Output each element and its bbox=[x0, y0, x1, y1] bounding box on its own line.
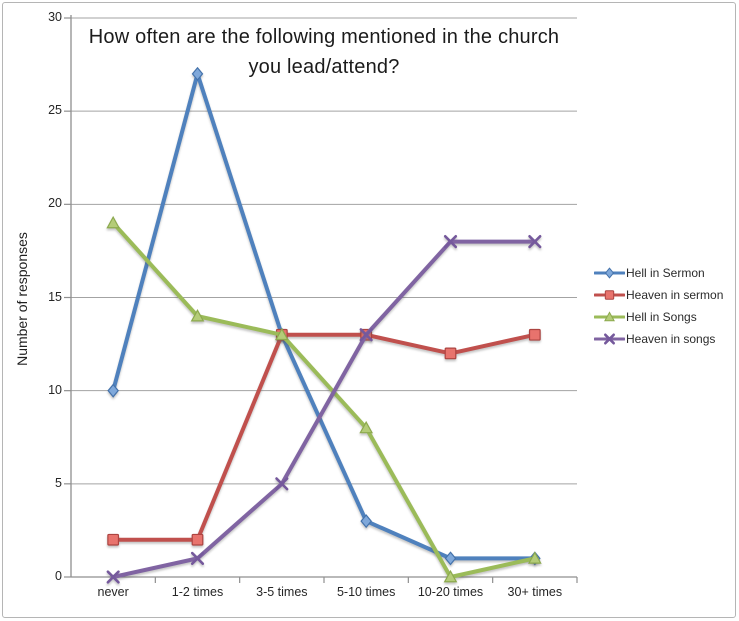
data-point-marker bbox=[443, 569, 458, 583]
chart-title-line1: How often are the following mentioned in… bbox=[88, 26, 560, 48]
series-heaven-in-sermon bbox=[107, 328, 541, 546]
legend-label: Heaven in songs bbox=[626, 332, 716, 346]
x-tick-label: 5-10 times bbox=[336, 585, 396, 599]
y-tick-label: 5 bbox=[55, 475, 62, 490]
data-point-marker bbox=[527, 551, 542, 564]
data-point-marker bbox=[107, 533, 120, 546]
data-point-marker bbox=[444, 551, 457, 566]
data-point-marker bbox=[274, 327, 289, 341]
series-line-heaven-in-sermon bbox=[111, 332, 537, 542]
y-tick-label: 15 bbox=[48, 289, 62, 304]
y-tick-label: 25 bbox=[48, 103, 62, 118]
data-point-marker bbox=[275, 477, 289, 491]
data-point-marker bbox=[604, 290, 615, 300]
chart-title-line2: you lead/attend? bbox=[248, 56, 400, 78]
legend-swatch-triangle-icon bbox=[594, 311, 625, 322]
data-point-marker bbox=[604, 333, 615, 345]
legend-item: Hell in Songs bbox=[594, 307, 697, 327]
x-tick-label: 30+ times bbox=[507, 585, 563, 599]
data-point-marker bbox=[604, 267, 615, 279]
legend-label: Heaven in sermon bbox=[626, 288, 724, 302]
data-point-marker bbox=[604, 311, 615, 322]
x-tick-label: 1-2 times bbox=[171, 585, 224, 599]
x-tick-label: never bbox=[97, 585, 129, 599]
data-point-marker bbox=[106, 570, 120, 584]
y-tick-label: 30 bbox=[48, 10, 62, 24]
data-point-marker bbox=[528, 235, 542, 249]
series-hell-in-sermon bbox=[107, 66, 541, 566]
legend-item: Hell in Sermon bbox=[594, 263, 705, 283]
legend-swatch-square-icon bbox=[594, 290, 625, 300]
data-point-marker bbox=[190, 551, 205, 565]
x-tick-label: 3-5 times bbox=[256, 585, 308, 599]
data-point-marker bbox=[190, 309, 205, 322]
data-point-marker bbox=[191, 66, 204, 81]
series-line-hell-in-sermon bbox=[111, 71, 537, 561]
y-tick-label: 20 bbox=[48, 196, 62, 211]
legend-label: Hell in Sermon bbox=[626, 266, 705, 280]
legend-item: Heaven in sermon bbox=[594, 285, 723, 305]
data-point-marker bbox=[359, 420, 374, 434]
legend-swatch-diamond-icon bbox=[594, 267, 625, 279]
data-point-marker bbox=[107, 383, 119, 398]
data-point-marker bbox=[528, 328, 541, 341]
series-line-heaven-in-songs bbox=[111, 239, 537, 579]
series-heaven-in-songs bbox=[106, 235, 542, 584]
data-point-marker bbox=[360, 514, 372, 529]
legend-swatch-x-icon bbox=[594, 333, 625, 345]
legend-item: Heaven in songs bbox=[594, 329, 715, 349]
data-point-marker bbox=[444, 347, 457, 360]
data-point-marker bbox=[106, 215, 121, 229]
chart-title: How often are the following mentioned in… bbox=[74, 22, 574, 82]
data-point-marker bbox=[191, 533, 204, 546]
data-point-marker bbox=[359, 328, 373, 342]
series-hell-in-songs bbox=[106, 215, 542, 583]
data-point-marker bbox=[443, 235, 458, 249]
y-tick-label: 10 bbox=[48, 382, 62, 397]
series-line-hell-in-songs bbox=[111, 220, 537, 579]
y-tick-label: 0 bbox=[55, 569, 62, 583]
legend-label: Hell in Songs bbox=[626, 310, 697, 324]
x-tick-label: 10-20 times bbox=[417, 585, 484, 599]
